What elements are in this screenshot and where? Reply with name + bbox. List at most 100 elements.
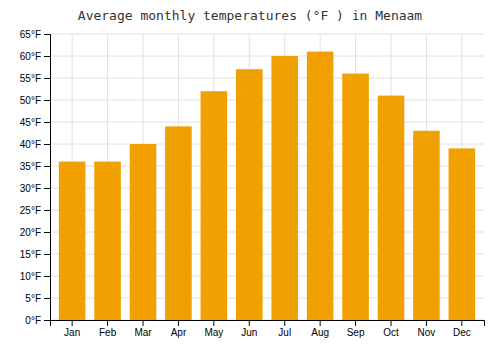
- tick-label: 20°F: [20, 227, 41, 238]
- tick-label: 35°F: [20, 161, 41, 172]
- tick: Jul: [278, 320, 291, 338]
- tick: 0°F: [25, 315, 50, 326]
- tick: Jun: [241, 320, 257, 338]
- tick-mark: [391, 320, 392, 326]
- tick-mark: [44, 254, 50, 255]
- tick: Feb: [99, 320, 117, 338]
- tick-mark: [44, 166, 50, 167]
- grid: [50, 34, 484, 320]
- tick-label: Sep: [347, 327, 365, 338]
- tick: May: [204, 320, 223, 338]
- tick-mark: [355, 320, 356, 326]
- tick-label: 45°F: [20, 117, 41, 128]
- grid-line: [50, 78, 484, 79]
- tick-label: 60°F: [20, 51, 41, 62]
- axis-line: [44, 35, 51, 321]
- tick-mark: [320, 320, 321, 326]
- plot: Jan Feb Mar Apr May Jun Jul Aug Sep Oct Nov Dec 0°F 5…: [20, 29, 485, 338]
- tick: 35°F: [20, 161, 50, 172]
- tick: 60°F: [20, 51, 50, 62]
- tick-mark: [44, 34, 50, 35]
- tick-label: Nov: [418, 327, 436, 338]
- bar: [201, 91, 228, 320]
- tick-label: 0°F: [25, 315, 41, 326]
- tick-mark: [44, 298, 50, 299]
- tick-label: Mar: [134, 327, 152, 338]
- tick: 30°F: [20, 183, 50, 194]
- tick-label: 5°F: [25, 293, 41, 304]
- tick-mark: [426, 320, 427, 326]
- tick-mark: [44, 56, 50, 57]
- bar: [130, 144, 157, 320]
- tick-label: Aug: [311, 327, 329, 338]
- tick-mark: [143, 320, 144, 326]
- bar: [378, 96, 405, 320]
- bar: [342, 74, 369, 320]
- tick: 50°F: [20, 95, 50, 106]
- tick-mark: [44, 188, 50, 189]
- chart: Jan Feb Mar Apr May Jun Jul Aug Sep Oct Nov Dec 0°F 5…: [0, 0, 500, 350]
- tick-mark: [44, 100, 50, 101]
- y-axis: 0°F 5°F 10°F 15°F 20°F 25°F 30°F 35°F 40°F 45°F 50…: [20, 29, 51, 326]
- tick-label: Jul: [278, 327, 291, 338]
- bar: [59, 162, 86, 320]
- bar: [236, 69, 263, 320]
- tick-mark: [44, 78, 50, 79]
- tick-label: Apr: [171, 327, 187, 338]
- bars: [59, 52, 475, 320]
- tick-label: Feb: [99, 327, 117, 338]
- x-axis: Jan Feb Mar Apr May Jun Jul Aug Sep Oct Nov Dec: [51, 320, 485, 338]
- tick: 45°F: [20, 117, 50, 128]
- tick-label: 40°F: [20, 139, 41, 150]
- tick-mark: [44, 320, 50, 321]
- tick: 40°F: [20, 139, 50, 150]
- tick-label: 25°F: [20, 205, 41, 216]
- tick-mark: [44, 122, 50, 123]
- grid-line: [50, 100, 484, 101]
- tick: Sep: [347, 320, 365, 338]
- title: Average monthly temperatures (°F ) in Me…: [78, 8, 423, 23]
- tick-label: 30°F: [20, 183, 41, 194]
- tick: Aug: [311, 320, 329, 338]
- bar: [307, 52, 334, 320]
- tick-label: 10°F: [20, 271, 41, 282]
- tick-mark: [44, 144, 50, 145]
- bar: [271, 56, 298, 320]
- tick: 5°F: [25, 293, 50, 304]
- tick: 55°F: [20, 73, 50, 84]
- tick-label: Jan: [64, 327, 80, 338]
- tick-label: Oct: [383, 327, 399, 338]
- tick-mark: [44, 210, 50, 211]
- tick: Mar: [134, 320, 152, 338]
- tick-label: 15°F: [20, 249, 41, 260]
- tick-label: Jun: [241, 327, 257, 338]
- tick-mark: [461, 320, 462, 326]
- grid-line: [50, 122, 484, 123]
- tick: Oct: [383, 320, 399, 338]
- tick-mark: [178, 320, 179, 326]
- tick-mark: [284, 320, 285, 326]
- tick-label: 65°F: [20, 29, 41, 40]
- tick: 25°F: [20, 205, 50, 216]
- bar: [413, 131, 440, 320]
- tick-label: May: [204, 327, 223, 338]
- tick-mark: [213, 320, 214, 326]
- tick-label: 50°F: [20, 95, 41, 106]
- tick: Dec: [453, 320, 471, 338]
- tick-mark: [72, 320, 73, 326]
- tick-mark: [44, 232, 50, 233]
- tick: Apr: [171, 320, 187, 338]
- tick: 15°F: [20, 249, 50, 260]
- tick: 10°F: [20, 271, 50, 282]
- tick: 20°F: [20, 227, 50, 238]
- tick: Jan: [64, 320, 80, 338]
- grid-line: [50, 34, 484, 35]
- tick-mark: [107, 320, 108, 326]
- tick: Nov: [418, 320, 436, 338]
- tick-label: 55°F: [20, 73, 41, 84]
- tick-mark: [249, 320, 250, 326]
- tick-label: Dec: [453, 327, 471, 338]
- grid-line: [50, 56, 484, 57]
- bar: [165, 126, 192, 320]
- tick-mark: [44, 276, 50, 277]
